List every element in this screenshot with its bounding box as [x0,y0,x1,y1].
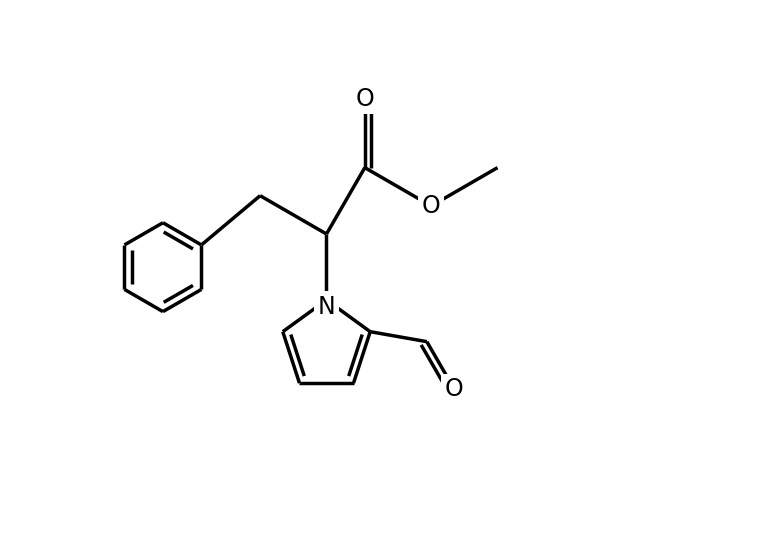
Text: N: N [317,295,335,319]
Text: O: O [422,194,440,218]
Text: O: O [445,377,464,402]
Text: O: O [356,87,374,111]
